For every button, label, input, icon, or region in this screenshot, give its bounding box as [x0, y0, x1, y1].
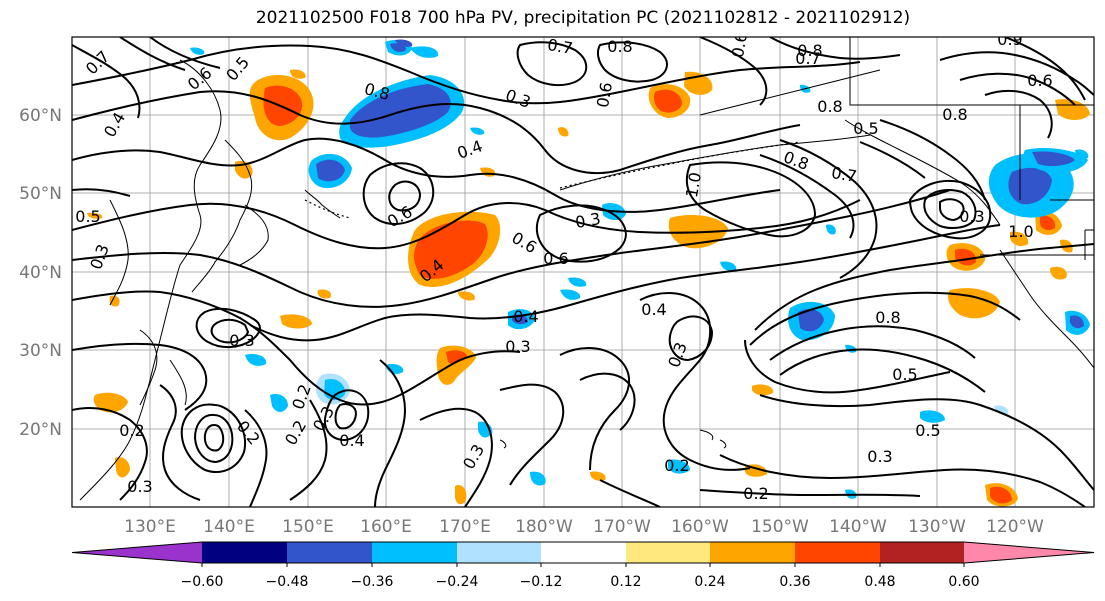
colorbar-segment	[710, 542, 795, 563]
colorbar-segment	[541, 542, 626, 563]
colorbar-label: −0.24	[436, 574, 479, 590]
contour-label: 0.8	[942, 105, 967, 124]
contour-label: 0.5	[853, 119, 878, 138]
colorbar-label: 0.24	[694, 574, 725, 590]
contour-label: 0.5	[915, 421, 940, 440]
contour-label: 0.3	[574, 209, 602, 232]
contour-label: 0.8	[875, 308, 900, 327]
contour-label: 0.7	[795, 49, 820, 68]
colorbar-label: −0.12	[520, 574, 563, 590]
longitude-label: 130°E	[124, 517, 176, 537]
contour-label: 0.2	[743, 484, 768, 503]
contour-label: 0.7	[546, 35, 574, 58]
pv-contours	[72, 37, 1094, 507]
colorbar-segment	[372, 542, 457, 563]
contour-label: 0.6	[1027, 71, 1052, 90]
longitude-label: 160°W	[671, 517, 729, 537]
contour-label: 0.8	[817, 97, 842, 116]
latitude-label: 30°N	[19, 341, 62, 361]
longitude-label: 160°E	[360, 517, 412, 537]
contour-label: 1.0	[1008, 222, 1033, 241]
colorbar	[71, 541, 1095, 564]
map-frame	[71, 36, 1095, 508]
contour-label: 0.3	[867, 447, 892, 466]
contour-label: 0.5	[892, 365, 917, 384]
longitude-label: 170°E	[439, 517, 491, 537]
colorbar-label: 0.48	[864, 574, 895, 590]
contour-label: 0.6	[593, 81, 616, 109]
contour-label: 0.6	[728, 31, 751, 59]
colorbar-extend-low	[72, 542, 202, 563]
colorbar-extend-high	[964, 542, 1094, 563]
longitude-label: 180°W	[515, 517, 573, 537]
longitude-label: 140°W	[829, 517, 887, 537]
contour-label: 0.4	[513, 307, 538, 326]
contour-label: 0.8	[797, 41, 822, 60]
contour-label: 1.0	[682, 171, 705, 199]
colorbar-segment	[626, 542, 710, 563]
longitude-label: 150°E	[282, 517, 334, 537]
contour-label: 0.3	[127, 477, 152, 496]
colorbar-label: −0.48	[266, 574, 309, 590]
contour-label: 0.8	[607, 37, 632, 56]
contour-label: 0.3	[959, 207, 984, 226]
colorbar-label: 0.36	[779, 574, 810, 590]
colorbar-label: −0.60	[181, 574, 224, 590]
longitude-label: 150°W	[751, 517, 809, 537]
colorbar-label: 0.60	[948, 574, 979, 590]
latitude-label: 40°N	[19, 263, 62, 283]
colorbar-segment	[795, 542, 880, 563]
contour-label: 0.3	[229, 331, 254, 350]
longitude-label: 170°W	[593, 517, 651, 537]
contour-label: 0.2	[664, 456, 689, 475]
colorbar-segment	[457, 542, 541, 563]
colorbar-segment	[202, 542, 287, 563]
contour-label: 0.4	[339, 431, 364, 450]
contour-label: 0.5	[75, 207, 100, 226]
colorbar-segment	[287, 542, 372, 563]
contour-label: 0.6	[543, 249, 568, 268]
latitude-label: 20°N	[19, 420, 62, 440]
latitude-labels: 60°N 50°N 40°N 30°N 20°N	[19, 106, 62, 440]
colorbar-segment	[880, 542, 964, 563]
contour-label: 0.2	[119, 421, 144, 440]
longitude-labels: 130°E 140°E 150°E 160°E 170°E 180°W 170°W 160°W…	[124, 517, 1044, 537]
longitude-label: 130°W	[908, 517, 966, 537]
colorbar-label: −0.36	[351, 574, 394, 590]
contour-label: 0.3	[505, 337, 530, 356]
longitude-label: 140°E	[203, 517, 255, 537]
colorbar-labels: −0.60 −0.48 −0.36 −0.24 −0.12 0.12 0.24 0.36 0.4…	[181, 563, 980, 590]
latitude-label: 60°N	[19, 106, 62, 126]
contour-label: 0.7	[830, 163, 858, 186]
map-title: 2021102500 F018 700 hPa PV, precipitatio…	[255, 8, 911, 28]
contour-label: 0.9	[997, 30, 1022, 49]
latitude-label: 50°N	[19, 184, 62, 204]
colorbar-label: 0.12	[610, 574, 641, 590]
longitude-label: 120°W	[986, 517, 1044, 537]
contour-label: 0.4	[641, 300, 666, 319]
